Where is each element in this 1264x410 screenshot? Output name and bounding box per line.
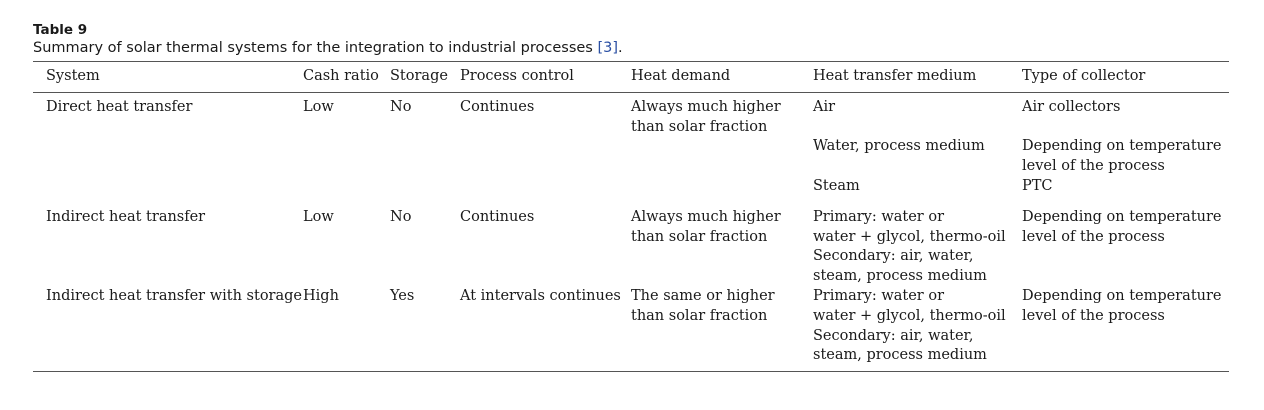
cell-heat-transfer-medium: Air [813, 92, 1022, 137]
cell-line: level of the process [1022, 307, 1165, 324]
cell-line: Air collectors [1022, 98, 1121, 115]
solar-systems-table: System Cash ratio Storage Process contro… [33, 61, 1229, 372]
caption-end: . [618, 40, 623, 56]
cell-line: Steam [813, 177, 860, 194]
cell-system: Direct heat transfer [46, 98, 193, 115]
cell-heat-demand [631, 177, 813, 197]
cell-type-of-collector: Air collectors [1022, 92, 1229, 137]
cell-line: Depending on temperature [1022, 208, 1222, 225]
cell-type-of-collector: Depending on temperature level of the pr… [1022, 287, 1229, 372]
cell-heat-demand: The same or higher than solar fraction [631, 287, 813, 372]
cell-type-of-collector: Depending on temperature level of the pr… [1022, 137, 1229, 177]
cell-line: steam, process medium [813, 347, 987, 364]
header-process-control: Process control [460, 68, 574, 84]
cell-line: Secondary: air, water, [813, 327, 974, 344]
cell-process-control: At intervals continues [460, 287, 621, 304]
table-row: Steam PTC [33, 177, 1229, 197]
cell-type-of-collector: Depending on temperature level of the pr… [1022, 197, 1229, 287]
cell-line: than solar fraction [631, 118, 768, 135]
cell-system: Indirect heat transfer with storage [46, 287, 302, 304]
caption-text: Summary of solar thermal systems for the… [33, 40, 598, 56]
cell-storage [390, 137, 460, 177]
cell-cash-ratio: Low [303, 208, 334, 225]
caption-reference-link[interactable]: [3] [597, 40, 619, 56]
cell-heat-transfer-medium: Primary: water or water + glycol, thermo… [813, 287, 1022, 372]
cell-line: Depending on temperature [1022, 138, 1222, 155]
table-row: Indirect heat transfer Low No Continues … [33, 197, 1229, 287]
header-heat-demand: Heat demand [631, 68, 731, 84]
cell-line: PTC [1022, 177, 1053, 194]
cell-line: The same or higher [631, 287, 775, 304]
cell-storage: Yes [390, 287, 415, 304]
cell-line: Always much higher [631, 98, 781, 115]
cell-heat-transfer-medium: Water, process medium [813, 137, 1022, 177]
cell-heat-demand [631, 137, 813, 177]
cell-line: water + glycol, thermo-oil [813, 228, 1006, 245]
cell-heat-demand: Always much higher than solar fraction [631, 92, 813, 137]
cell-process-control: Continues [460, 208, 535, 225]
cell-cash-ratio: High [303, 287, 339, 304]
cell-process-control [460, 137, 631, 177]
cell-line: Air [813, 98, 836, 115]
header-cash-ratio: Cash ratio [303, 68, 379, 84]
cell-cash-ratio [303, 137, 390, 177]
cell-heat-demand: Always much higher than solar fraction [631, 197, 813, 287]
cell-system [33, 137, 303, 177]
cell-line: Always much higher [631, 208, 781, 225]
cell-line: level of the process [1022, 158, 1165, 175]
cell-line: than solar fraction [631, 307, 768, 324]
cell-line: Depending on temperature [1022, 287, 1222, 304]
table-header-row: System Cash ratio Storage Process contro… [33, 61, 1229, 93]
cell-storage: No [390, 98, 412, 115]
table-container: Table 9 Summary of solar thermal systems… [33, 22, 1229, 372]
cell-heat-transfer-medium: Primary: water or water + glycol, thermo… [813, 197, 1022, 287]
table-row: Direct heat transfer Low No Continues Al… [33, 92, 1229, 137]
cell-line: Primary: water or [813, 287, 945, 304]
cell-heat-transfer-medium: Steam [813, 177, 1022, 197]
cell-line: than solar fraction [631, 228, 768, 245]
cell-line: Water, process medium [813, 138, 985, 155]
cell-cash-ratio: Low [303, 98, 334, 115]
header-type-of-collector: Type of collector [1022, 68, 1146, 84]
cell-storage [390, 177, 460, 197]
header-system: System [46, 68, 100, 84]
cell-system [33, 177, 303, 197]
cell-process-control [460, 177, 631, 197]
cell-cash-ratio [303, 177, 390, 197]
table-row: Indirect heat transfer with storage High… [33, 287, 1229, 372]
cell-type-of-collector: PTC [1022, 177, 1229, 197]
cell-line: steam, process medium [813, 268, 987, 285]
table-row: Water, process medium Depending on tempe… [33, 137, 1229, 177]
table-caption: Summary of solar thermal systems for the… [33, 39, 1229, 61]
cell-line: water + glycol, thermo-oil [813, 307, 1006, 324]
header-storage: Storage [390, 68, 448, 84]
cell-system: Indirect heat transfer [46, 208, 206, 225]
cell-process-control: Continues [460, 98, 535, 115]
cell-line: Primary: water or [813, 208, 945, 225]
header-heat-transfer-medium: Heat transfer medium [813, 68, 977, 84]
cell-line: Secondary: air, water, [813, 248, 974, 265]
cell-line: level of the process [1022, 228, 1165, 245]
cell-storage: No [390, 208, 412, 225]
table-label: Table 9 [33, 22, 88, 38]
